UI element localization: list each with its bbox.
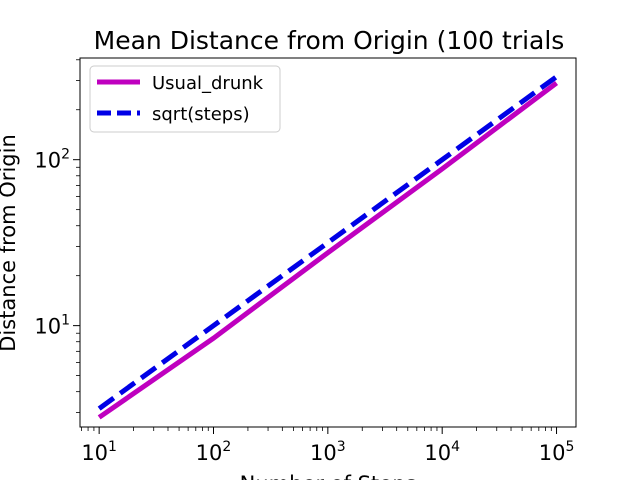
plot-area: 101 102 103 104 105 101 102 <box>34 57 577 465</box>
chart-title: Mean Distance from Origin (100 trials <box>94 26 565 55</box>
series-line-sqrt-steps <box>97 74 558 411</box>
legend-label-sqrt-steps: sqrt(steps) <box>152 104 250 125</box>
x-axis-ticks: 101 102 103 104 105 <box>81 427 574 465</box>
x-tick-label: 102 <box>196 439 232 465</box>
legend: Usual_drunk sqrt(steps) <box>89 65 281 133</box>
legend-label-usual-drunk: Usual_drunk <box>152 73 264 94</box>
x-tick-label: 104 <box>424 439 460 465</box>
x-tick-label: 103 <box>310 439 346 465</box>
y-axis-label: Distance from Origin <box>0 134 20 352</box>
series-layer <box>97 74 559 420</box>
y-tick-label: 102 <box>34 147 70 173</box>
y-tick-label: 101 <box>34 313 70 339</box>
x-tick-label: 101 <box>81 439 117 465</box>
series-line-usual-drunk <box>97 80 559 420</box>
x-tick-label: 105 <box>539 439 575 465</box>
y-axis-ticks: 101 102 <box>34 59 80 413</box>
x-axis-label: Number of Steps <box>240 472 417 480</box>
